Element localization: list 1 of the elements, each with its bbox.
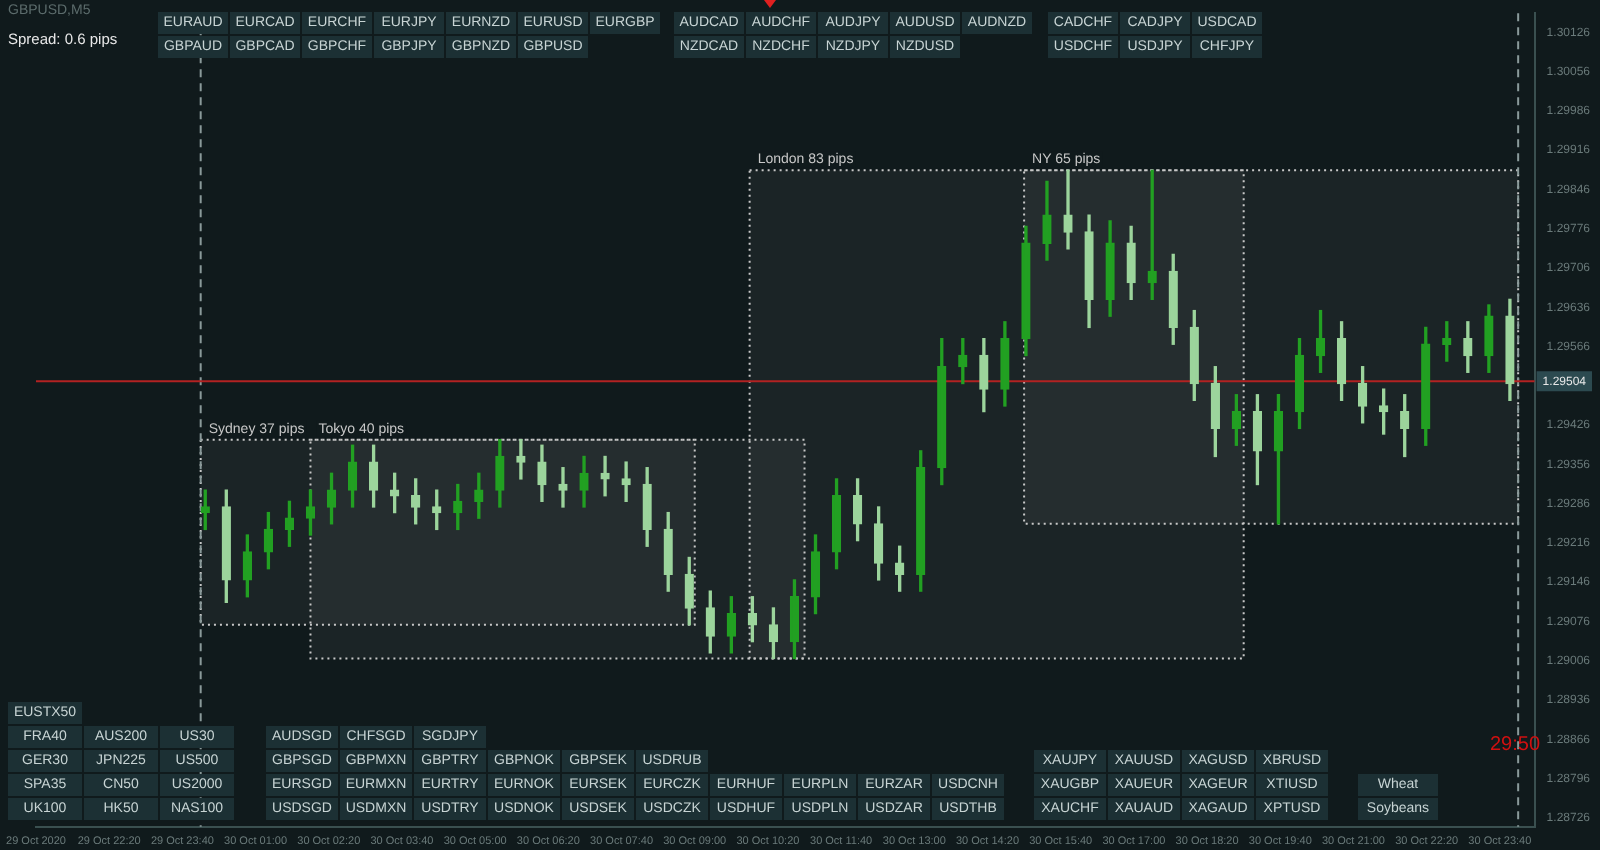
annotation: 29:50 bbox=[1490, 734, 1541, 756]
